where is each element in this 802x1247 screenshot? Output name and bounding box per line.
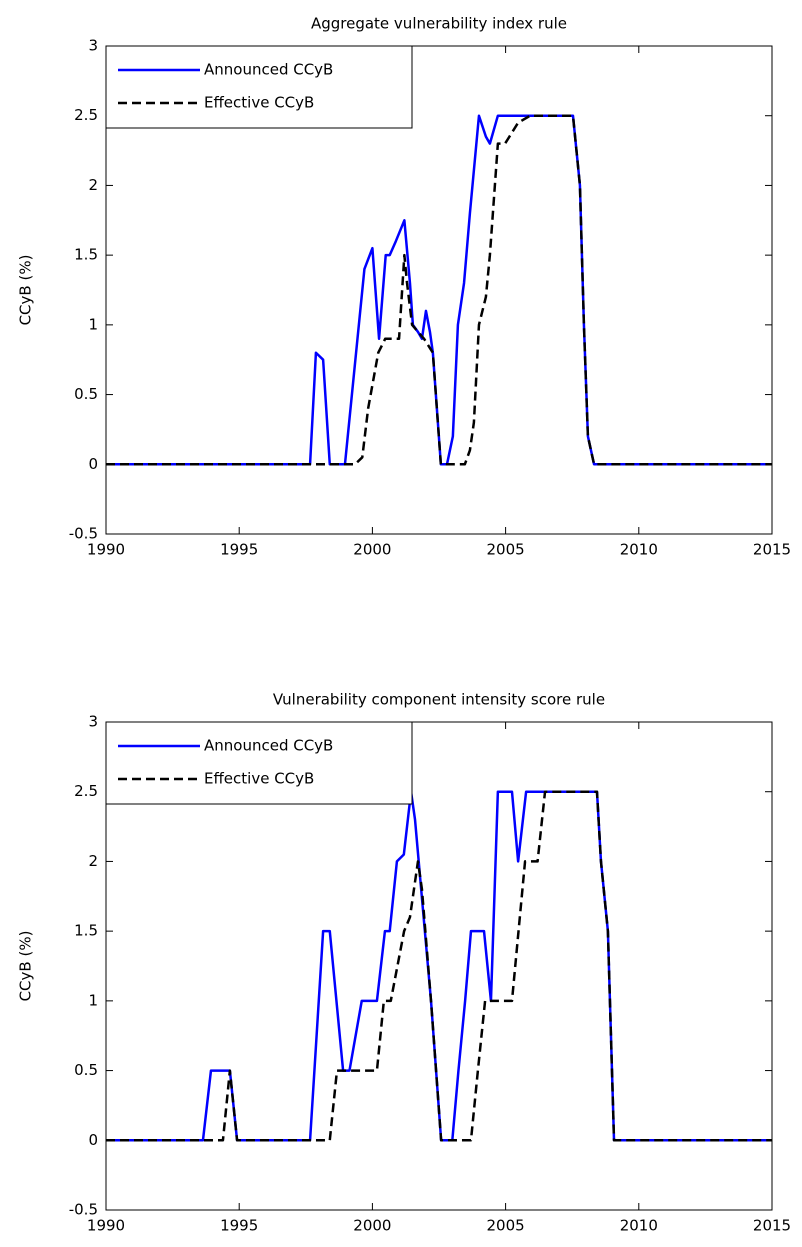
y-tick-label: 0.5 [74,385,98,403]
legend-box [105,45,413,129]
axes-box [105,45,773,535]
data-line [106,114,772,466]
y-tick-label: 3 [88,37,98,55]
chart-title: Aggregate vulnerability index rule [311,15,567,33]
y-tick-label: 1 [88,315,98,333]
data-line [106,790,772,1142]
y-tick-label: 1 [88,991,98,1009]
y-tick-label: 0 [88,1131,98,1149]
y-tick-label: 1.5 [74,922,98,940]
legend-label: Effective CCyB [204,94,314,112]
y-tick-label: 2 [88,176,98,194]
x-tick-label: 2005 [487,541,525,559]
x-tick-label: 2000 [353,1217,391,1235]
chart-title: Vulnerability component intensity score … [273,691,605,709]
y-tick-label: 2.5 [74,106,98,124]
y-tick-label: 0.5 [74,1061,98,1079]
x-tick-label: 1990 [87,1217,125,1235]
axes-box [105,721,773,1211]
x-tick-label: 2000 [353,541,391,559]
y-axis-label: CCyB (%) [17,931,35,1002]
y-tick-label: -0.5 [69,1201,98,1219]
legend-label: Announced CCyB [204,737,333,755]
legend-label: Announced CCyB [204,61,333,79]
x-tick-label: 1995 [220,541,258,559]
y-tick-label: 2 [88,852,98,870]
y-tick-label: -0.5 [69,525,98,543]
y-tick-label: 0 [88,455,98,473]
legend-label: Effective CCyB [204,770,314,788]
data-line [106,790,772,1142]
x-tick-label: 1990 [87,541,125,559]
y-tick-label: 2.5 [74,782,98,800]
legend-box [105,721,413,805]
x-tick-label: 2005 [487,1217,525,1235]
x-tick-label: 2010 [620,1217,658,1235]
y-tick-label: 1.5 [74,246,98,264]
x-tick-label: 2015 [753,1217,791,1235]
x-tick-label: 1995 [220,1217,258,1235]
y-tick-label: 3 [88,713,98,731]
x-tick-label: 2015 [753,541,791,559]
x-tick-label: 2010 [620,541,658,559]
y-axis-label: CCyB (%) [17,255,35,326]
data-line [106,114,772,466]
